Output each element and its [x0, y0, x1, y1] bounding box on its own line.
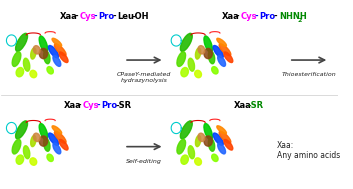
Text: Self-editing: Self-editing [126, 159, 162, 164]
Ellipse shape [31, 136, 36, 147]
Ellipse shape [12, 139, 21, 154]
Ellipse shape [52, 126, 62, 134]
Text: NHNH: NHNH [279, 12, 306, 21]
Ellipse shape [47, 67, 53, 74]
Ellipse shape [224, 52, 233, 63]
Ellipse shape [204, 36, 213, 53]
Ellipse shape [177, 139, 186, 154]
Ellipse shape [39, 36, 48, 53]
Ellipse shape [218, 143, 226, 154]
Ellipse shape [212, 67, 218, 74]
Ellipse shape [23, 58, 30, 71]
Text: 2: 2 [298, 18, 302, 22]
Ellipse shape [208, 138, 215, 151]
Ellipse shape [212, 154, 218, 161]
Ellipse shape [224, 139, 233, 150]
Ellipse shape [217, 38, 226, 46]
Ellipse shape [43, 138, 50, 151]
Ellipse shape [204, 123, 213, 140]
Ellipse shape [195, 70, 202, 78]
Text: Xaa: Xaa [60, 12, 78, 21]
Ellipse shape [204, 136, 213, 146]
Ellipse shape [177, 52, 186, 67]
Ellipse shape [196, 48, 201, 59]
Ellipse shape [23, 146, 30, 159]
Ellipse shape [52, 38, 62, 46]
Ellipse shape [48, 133, 59, 145]
Ellipse shape [16, 33, 28, 51]
Ellipse shape [16, 155, 24, 164]
Ellipse shape [54, 131, 66, 143]
Text: -SR: -SR [248, 101, 264, 110]
Text: Cys: Cys [79, 12, 96, 21]
Ellipse shape [30, 158, 37, 165]
Ellipse shape [59, 52, 68, 63]
Ellipse shape [180, 121, 192, 139]
Text: -OH: -OH [132, 12, 149, 21]
Text: Pro: Pro [260, 12, 276, 21]
Ellipse shape [196, 136, 201, 147]
Text: -: - [97, 101, 101, 110]
Ellipse shape [218, 56, 226, 66]
Text: Pro: Pro [98, 12, 114, 21]
Text: -SR: -SR [116, 101, 132, 110]
Ellipse shape [39, 136, 48, 146]
Text: Xaa: Xaa [222, 12, 239, 21]
Ellipse shape [213, 46, 223, 58]
Ellipse shape [31, 48, 36, 59]
Ellipse shape [12, 52, 21, 67]
Text: -: - [236, 12, 240, 21]
Ellipse shape [195, 158, 202, 165]
Ellipse shape [30, 70, 37, 78]
Ellipse shape [39, 48, 48, 59]
Text: Leu: Leu [118, 12, 134, 21]
Ellipse shape [33, 133, 40, 142]
Ellipse shape [16, 67, 24, 77]
Text: Cys: Cys [241, 12, 257, 21]
Ellipse shape [33, 46, 40, 54]
Text: -: - [94, 12, 97, 21]
Ellipse shape [219, 44, 231, 56]
Text: Cys: Cys [83, 101, 99, 110]
Text: Pro: Pro [102, 101, 118, 110]
Text: -: - [274, 12, 277, 21]
Ellipse shape [53, 56, 61, 66]
Ellipse shape [181, 67, 189, 77]
Ellipse shape [204, 48, 213, 59]
Text: -: - [113, 12, 116, 21]
Ellipse shape [188, 146, 195, 159]
Ellipse shape [39, 123, 48, 140]
Text: Xaa:
Any amino acids: Xaa: Any amino acids [277, 141, 340, 160]
Ellipse shape [59, 139, 68, 150]
Ellipse shape [181, 155, 189, 164]
Ellipse shape [208, 51, 215, 64]
Ellipse shape [43, 51, 50, 64]
Text: CPaseY-mediated
hydrazynolysis: CPaseY-mediated hydrazynolysis [117, 72, 172, 83]
Ellipse shape [198, 133, 205, 142]
Ellipse shape [48, 46, 59, 58]
Text: -: - [255, 12, 258, 21]
Ellipse shape [188, 58, 195, 71]
Text: Xaa: Xaa [64, 101, 81, 110]
Text: Xaa: Xaa [233, 101, 251, 110]
Ellipse shape [219, 131, 231, 143]
Text: Thioesterification: Thioesterification [282, 72, 336, 77]
Ellipse shape [198, 46, 205, 54]
Text: -: - [78, 101, 82, 110]
Ellipse shape [213, 133, 223, 145]
Ellipse shape [16, 121, 28, 139]
Ellipse shape [54, 44, 66, 56]
Ellipse shape [217, 126, 226, 134]
Ellipse shape [180, 33, 192, 51]
Text: -: - [74, 12, 78, 21]
Ellipse shape [47, 154, 53, 161]
Ellipse shape [53, 143, 61, 154]
